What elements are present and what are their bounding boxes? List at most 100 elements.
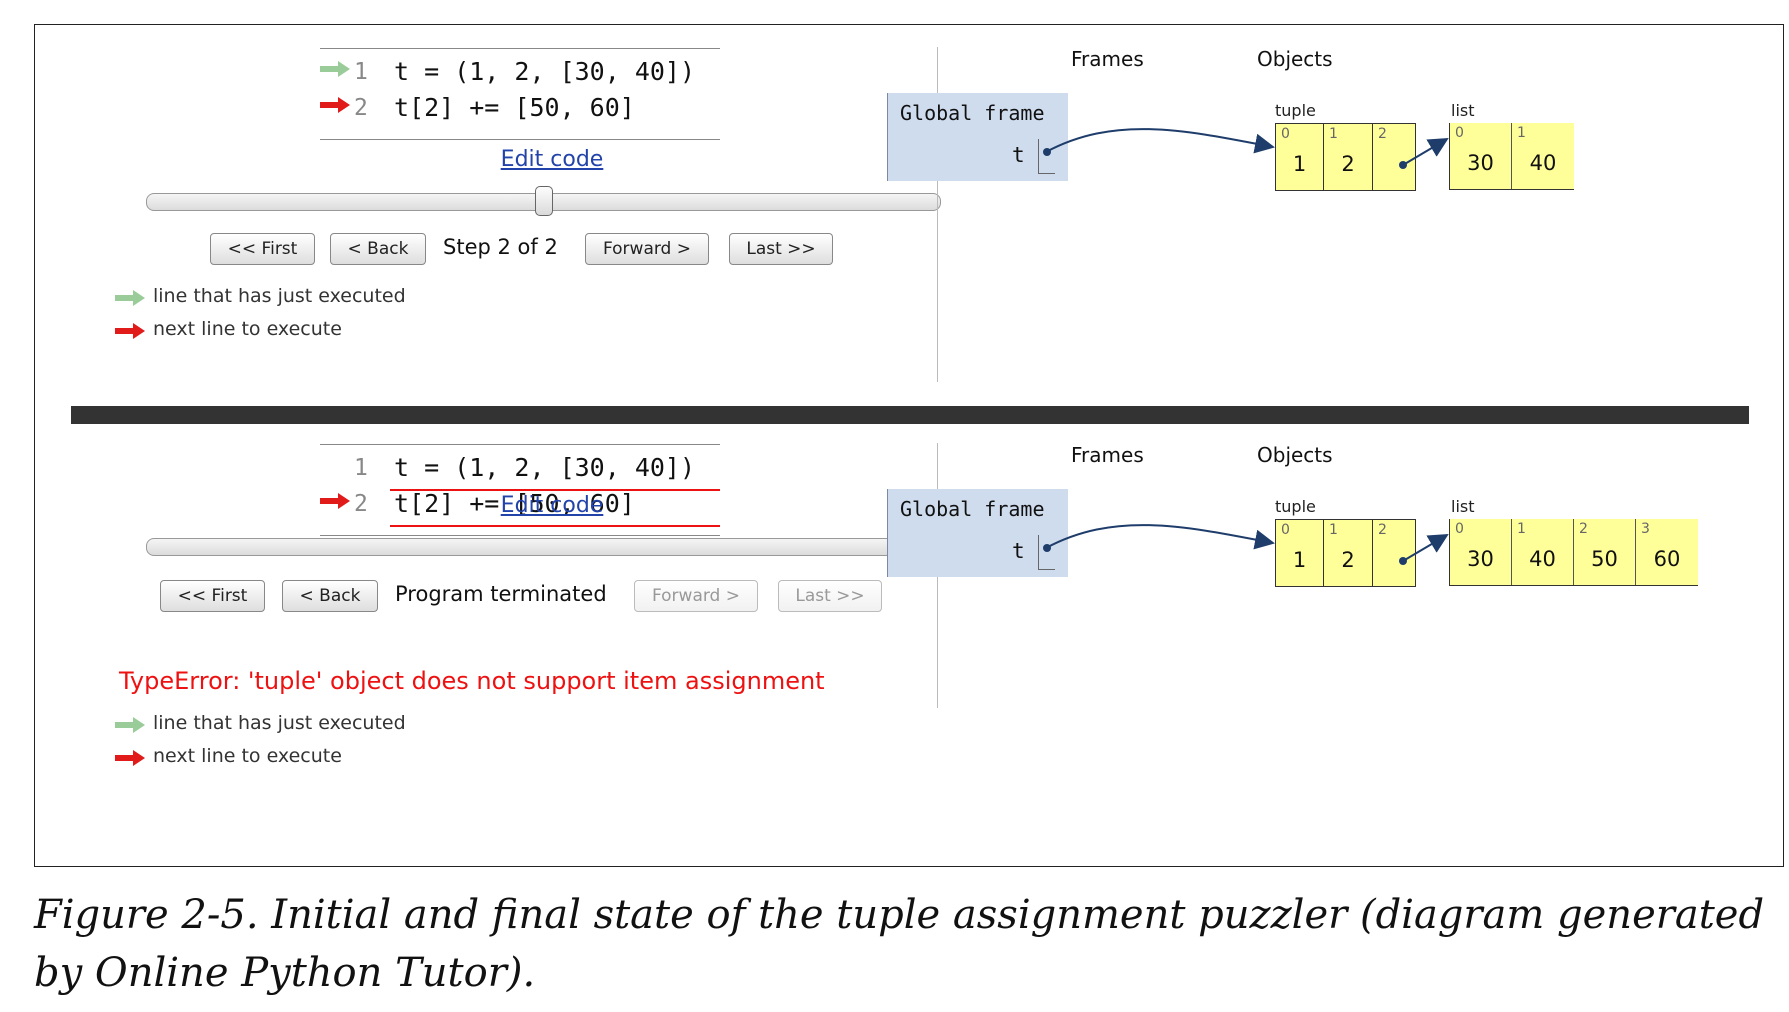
step-slider[interactable] <box>146 531 942 561</box>
variable-slot <box>1038 535 1055 570</box>
cell-index: 2 <box>1378 522 1387 538</box>
code-listing: 1 t = (1, 2, [30, 40]) 2 t[2] += [50, 60… <box>320 444 720 536</box>
code-text: t[2] += [50, 60] <box>394 489 635 518</box>
variable-slot <box>1038 139 1055 174</box>
list-label: list <box>1451 497 1475 516</box>
cell-index: 2 <box>1378 126 1387 142</box>
edit-code-link[interactable]: Edit code <box>500 147 604 172</box>
green-arrow-icon <box>320 61 350 77</box>
forward-button[interactable]: Forward > <box>634 580 758 612</box>
objects-heading: Objects <box>1257 443 1333 467</box>
error-underline <box>390 525 720 527</box>
line-number: 1 <box>354 455 368 481</box>
reference-arrows <box>1045 128 1449 169</box>
slider-thumb[interactable] <box>535 186 553 216</box>
line-number: 2 <box>354 95 368 121</box>
back-button[interactable]: < Back <box>282 580 378 612</box>
line-number: 1 <box>354 59 368 85</box>
list-cell: 0 30 <box>1450 519 1512 585</box>
first-button[interactable]: << First <box>210 233 315 265</box>
variable-name: t <box>1012 539 1025 563</box>
code-text: t[2] += [50, 60] <box>394 93 635 122</box>
last-button[interactable]: Last >> <box>778 580 882 612</box>
cell-index: 1 <box>1517 521 1526 537</box>
step-status: Step 2 of 2 <box>443 235 558 259</box>
cell-index: 0 <box>1455 521 1464 537</box>
line-number: 2 <box>354 491 368 517</box>
red-arrow-icon <box>320 493 350 509</box>
cell-index: 0 <box>1281 126 1290 142</box>
error-underline <box>390 489 720 491</box>
reference-arrow <box>1045 128 1275 154</box>
list-cell: 2 50 <box>1574 519 1636 585</box>
cell-index: 1 <box>1329 126 1338 142</box>
objects-heading: Objects <box>1257 47 1333 71</box>
green-arrow-icon <box>115 290 145 306</box>
global-frame: Global frame t <box>887 489 1068 577</box>
cell-index: 2 <box>1579 521 1588 537</box>
panel-divider <box>937 47 938 382</box>
code-line-2: 2 t[2] += [50, 60] <box>320 485 720 527</box>
variable-name: t <box>1012 143 1025 167</box>
tuple-cell: 2 <box>1373 124 1415 190</box>
error-message: TypeError: 'tuple' object does not suppo… <box>119 667 825 695</box>
list-label: list <box>1451 101 1475 120</box>
code-listing: 1 t = (1, 2, [30, 40]) 2 t[2] += [50, 60… <box>320 48 720 140</box>
tuple-label: tuple <box>1275 101 1316 120</box>
tuple-label: tuple <box>1275 497 1316 516</box>
cell-value: 30 <box>1467 151 1494 175</box>
step-slider[interactable] <box>146 186 941 216</box>
red-arrow-icon <box>115 323 145 339</box>
global-frame: Global frame t <box>887 93 1068 181</box>
figure-frame: 1 t = (1, 2, [30, 40]) 2 t[2] += [50, 60… <box>34 24 1784 867</box>
code-line-1: 1 t = (1, 2, [30, 40]) <box>320 449 720 491</box>
top-panel: 1 t = (1, 2, [30, 40]) 2 t[2] += [50, 60… <box>35 25 1783 415</box>
cell-index: 1 <box>1517 125 1526 141</box>
forward-button[interactable]: Forward > <box>585 233 709 265</box>
cell-value: 40 <box>1529 547 1556 571</box>
cell-index: 1 <box>1329 522 1338 538</box>
pointer-dot <box>1043 148 1051 156</box>
global-frame-title: Global frame <box>900 497 1045 521</box>
figure-caption: Figure 2-5. Initial and final state of t… <box>34 892 1765 996</box>
code-text: t = (1, 2, [30, 40]) <box>394 57 696 86</box>
frames-heading: Frames <box>1071 47 1144 71</box>
cell-value: 1 <box>1292 152 1307 176</box>
cell-index: 3 <box>1641 521 1650 537</box>
first-button[interactable]: << First <box>160 580 265 612</box>
red-arrow-icon <box>115 750 145 766</box>
global-frame-title: Global frame <box>900 101 1045 125</box>
list-cell: 1 40 <box>1512 519 1574 585</box>
code-line-2: 2 t[2] += [50, 60] <box>320 89 720 129</box>
edit-code-link[interactable]: Edit code <box>500 493 604 518</box>
legend-label: next line to execute <box>153 318 342 340</box>
cell-value: 1 <box>1292 548 1307 572</box>
cell-value: 40 <box>1529 151 1557 175</box>
list-object: 0 30 1 40 <box>1449 123 1574 190</box>
legend-label: line that has just executed <box>153 712 406 734</box>
cell-value: 50 <box>1591 547 1618 571</box>
step-status: Program terminated <box>395 582 607 606</box>
list-cell: 3 60 <box>1636 519 1698 585</box>
frames-heading: Frames <box>1071 443 1144 467</box>
last-button[interactable]: Last >> <box>729 233 833 265</box>
code-text: t = (1, 2, [30, 40]) <box>394 453 696 482</box>
list-object: 0 30 1 40 2 50 3 60 <box>1449 519 1698 586</box>
red-arrow-icon <box>320 97 350 113</box>
legend-label: next line to execute <box>153 745 342 767</box>
green-arrow-icon <box>115 717 145 733</box>
panel-separator <box>71 406 1749 424</box>
back-button[interactable]: < Back <box>330 233 426 265</box>
legend-label: line that has just executed <box>153 285 406 307</box>
cell-value: 30 <box>1467 547 1494 571</box>
cell-value: 2 <box>1341 152 1355 176</box>
reference-arrow <box>1045 524 1275 550</box>
bottom-panel: 1 t = (1, 2, [30, 40]) 2 t[2] += [50, 60… <box>35 421 1783 811</box>
list-cell: 0 30 <box>1450 123 1512 189</box>
